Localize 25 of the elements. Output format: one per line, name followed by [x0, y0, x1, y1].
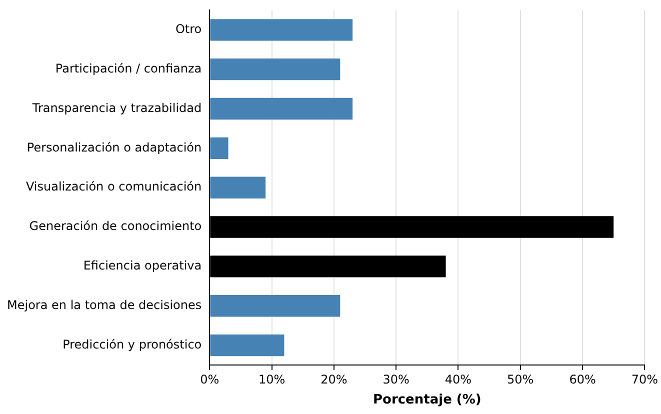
y-tick-label: Mejora en la toma de decisiones — [6, 298, 202, 312]
bar — [210, 137, 228, 160]
y-tick-label: Participación / confianza — [55, 61, 202, 76]
y-tick-label: Personalización o adaptación — [26, 140, 202, 154]
bar — [210, 98, 353, 120]
y-tick-label: Transparencia y trazabilidad — [31, 100, 202, 115]
x-axis-title: Porcentaje (%) — [372, 392, 482, 408]
x-tick-label: 20% — [320, 372, 348, 386]
y-tick-label: Otro — [175, 22, 202, 36]
y-tick-label: Predicción y pronóstico — [62, 337, 202, 352]
y-tick-label: Visualización o comunicación — [26, 180, 202, 194]
bar — [210, 334, 284, 356]
y-tick-label: Eficiencia operativa — [83, 258, 202, 273]
x-tick-label: 70% — [631, 372, 658, 386]
y-tick-label: Generación de conocimiento — [29, 219, 202, 234]
bar — [210, 19, 353, 41]
x-tick-label: 40% — [444, 372, 472, 386]
x-tick-label: 60% — [569, 372, 596, 386]
bar — [210, 58, 340, 80]
x-tick-label: 30% — [382, 372, 410, 386]
x-tick-label: 10% — [258, 372, 286, 386]
x-tick-label: 50% — [507, 372, 534, 386]
bar — [210, 295, 340, 317]
bar — [210, 176, 266, 198]
x-tick-label: 0% — [200, 372, 220, 386]
